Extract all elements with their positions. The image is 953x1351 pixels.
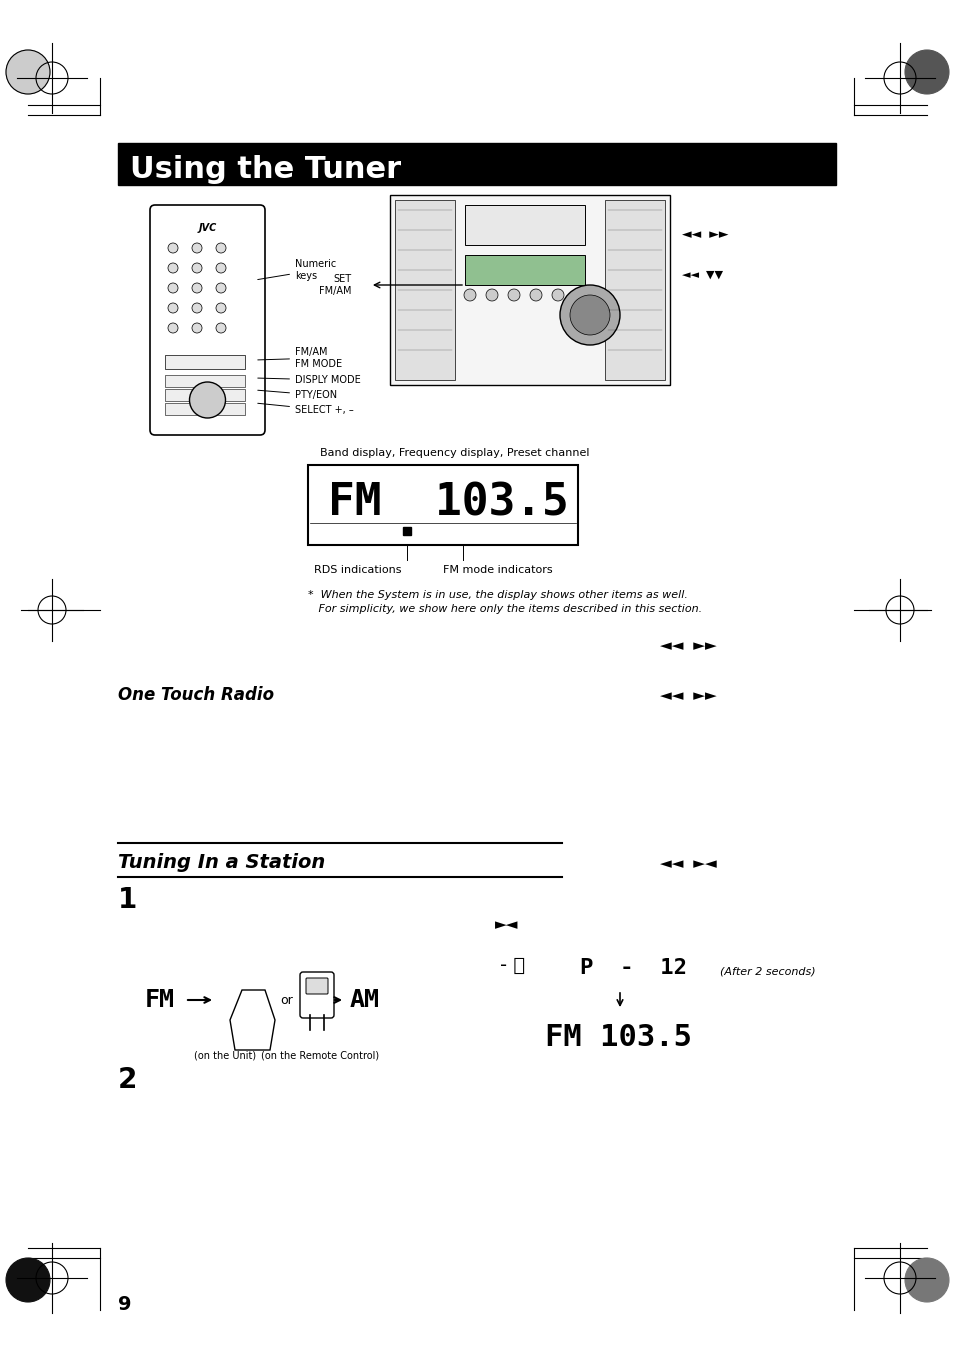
Text: RDS indications: RDS indications bbox=[314, 565, 401, 576]
Bar bbox=[402, 527, 411, 535]
Text: (on the Remote Control): (on the Remote Control) bbox=[261, 1050, 378, 1061]
Text: One Touch Radio: One Touch Radio bbox=[118, 686, 274, 704]
Text: SET
FM/AM: SET FM/AM bbox=[319, 274, 352, 296]
Text: ►◄: ►◄ bbox=[495, 917, 518, 932]
Text: *  When the System is in use, the display shows other items as well.
   For simp: * When the System is in use, the display… bbox=[308, 590, 701, 613]
Text: FM 103.5: FM 103.5 bbox=[544, 1024, 691, 1052]
Bar bbox=[165, 355, 245, 369]
Circle shape bbox=[215, 323, 226, 332]
Text: Numeric
keys: Numeric keys bbox=[257, 259, 335, 281]
Text: Band display, Frequency display, Preset channel: Band display, Frequency display, Preset … bbox=[319, 449, 589, 458]
Text: (After 2 seconds): (After 2 seconds) bbox=[720, 967, 815, 977]
Circle shape bbox=[168, 243, 178, 253]
Circle shape bbox=[485, 289, 497, 301]
Circle shape bbox=[215, 243, 226, 253]
Text: SELECT +, –: SELECT +, – bbox=[257, 404, 354, 415]
Circle shape bbox=[552, 289, 563, 301]
Text: PTY/EON: PTY/EON bbox=[257, 390, 336, 400]
Text: FM mode indicators: FM mode indicators bbox=[443, 565, 552, 576]
Circle shape bbox=[904, 50, 948, 95]
Text: Using the Tuner: Using the Tuner bbox=[130, 155, 400, 185]
Circle shape bbox=[530, 289, 541, 301]
Circle shape bbox=[215, 303, 226, 313]
FancyBboxPatch shape bbox=[306, 978, 328, 994]
Circle shape bbox=[904, 1258, 948, 1302]
Bar bbox=[118, 143, 835, 185]
Circle shape bbox=[463, 289, 476, 301]
Text: P  -  12: P - 12 bbox=[579, 958, 686, 978]
Bar bbox=[464, 255, 584, 285]
Bar bbox=[390, 195, 669, 385]
Circle shape bbox=[190, 382, 225, 417]
Bar bbox=[165, 389, 245, 401]
FancyBboxPatch shape bbox=[299, 971, 334, 1019]
Text: ◄◄  ►►: ◄◄ ►► bbox=[659, 688, 716, 703]
Circle shape bbox=[168, 303, 178, 313]
Text: 9: 9 bbox=[118, 1296, 132, 1315]
Circle shape bbox=[6, 1258, 50, 1302]
FancyBboxPatch shape bbox=[150, 205, 265, 435]
Text: AM: AM bbox=[350, 988, 379, 1012]
Text: 2: 2 bbox=[118, 1066, 137, 1094]
Circle shape bbox=[215, 263, 226, 273]
Text: ◄◄  ►►: ◄◄ ►► bbox=[681, 228, 728, 242]
Text: FM/AM
FM MODE: FM/AM FM MODE bbox=[257, 347, 342, 369]
Circle shape bbox=[192, 243, 202, 253]
Text: FM: FM bbox=[145, 988, 174, 1012]
Text: Tuning In a Station: Tuning In a Station bbox=[118, 854, 325, 873]
Circle shape bbox=[168, 263, 178, 273]
Bar bbox=[165, 403, 245, 415]
Text: JVC: JVC bbox=[198, 223, 216, 232]
Text: or: or bbox=[280, 993, 293, 1006]
Circle shape bbox=[559, 285, 619, 345]
Circle shape bbox=[192, 303, 202, 313]
Bar bbox=[308, 465, 578, 544]
Circle shape bbox=[168, 282, 178, 293]
Text: 1: 1 bbox=[118, 886, 137, 915]
Bar bbox=[464, 205, 584, 245]
Bar bbox=[604, 200, 664, 380]
Bar bbox=[395, 200, 455, 380]
Circle shape bbox=[192, 263, 202, 273]
Text: - 𝄐: - 𝄐 bbox=[499, 955, 524, 974]
Circle shape bbox=[569, 295, 609, 335]
Circle shape bbox=[192, 282, 202, 293]
Text: DISPLY MODE: DISPLY MODE bbox=[257, 376, 360, 385]
Circle shape bbox=[192, 323, 202, 332]
Polygon shape bbox=[230, 990, 274, 1050]
Text: ◄◄  ▼▼: ◄◄ ▼▼ bbox=[681, 270, 722, 280]
Circle shape bbox=[215, 282, 226, 293]
Text: (on the Unit): (on the Unit) bbox=[193, 1050, 255, 1061]
Circle shape bbox=[507, 289, 519, 301]
Text: ◄◄  ►►: ◄◄ ►► bbox=[659, 638, 716, 653]
Circle shape bbox=[6, 50, 50, 95]
Circle shape bbox=[168, 323, 178, 332]
Text: ◄◄  ►◄: ◄◄ ►◄ bbox=[659, 855, 716, 870]
Text: FM  103.5: FM 103.5 bbox=[328, 481, 568, 524]
Bar bbox=[165, 376, 245, 386]
